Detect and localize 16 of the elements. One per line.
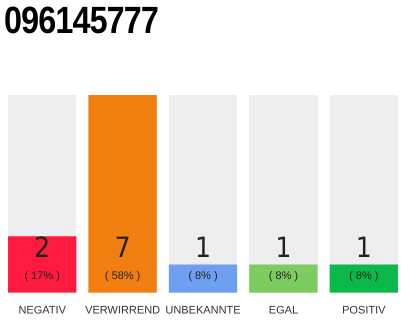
x-tick-label: EGAL [268, 304, 298, 316]
data-label: 1 [275, 231, 292, 264]
annotation: ( 58% ) [104, 270, 140, 282]
chart-title: 096145777 [4, 0, 158, 43]
data-label: 2 [34, 231, 50, 264]
annotation: ( 8% ) [268, 270, 298, 282]
data-label: 1 [194, 231, 212, 264]
annotation: ( 8% ) [349, 270, 378, 282]
x-tick-label: NEGATIV [18, 304, 67, 316]
x-tick-label: POSITIV [342, 304, 386, 316]
annotation: ( 8% ) [188, 270, 218, 282]
data-label: 7 [114, 231, 131, 264]
x-tick-label: UNBEKANNTE [165, 304, 241, 316]
annotation: ( 17% ) [24, 270, 60, 282]
x-tick-label: VERWIRREND [85, 304, 160, 316]
data-label: 1 [356, 231, 372, 264]
